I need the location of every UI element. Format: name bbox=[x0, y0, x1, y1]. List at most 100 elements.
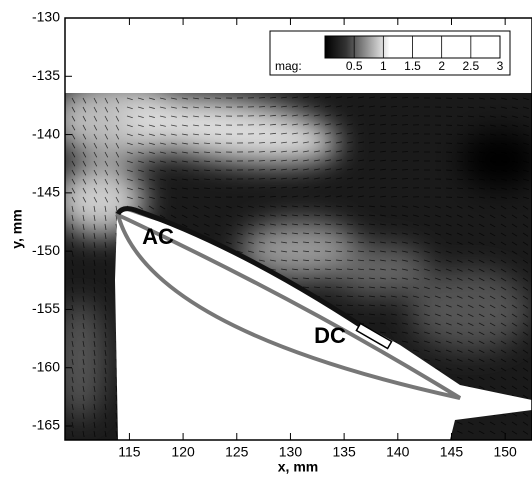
vector bbox=[467, 160, 474, 163]
vector bbox=[390, 132, 398, 135]
vector bbox=[390, 195, 398, 198]
vector bbox=[467, 331, 474, 335]
vector bbox=[445, 268, 452, 272]
vector bbox=[159, 214, 166, 219]
vector bbox=[511, 313, 518, 318]
vector bbox=[357, 159, 364, 162]
vector bbox=[390, 322, 397, 325]
vector bbox=[71, 358, 74, 365]
vector bbox=[93, 286, 96, 293]
vector bbox=[313, 205, 321, 208]
vector bbox=[71, 97, 76, 104]
vector bbox=[379, 177, 386, 180]
vector bbox=[423, 313, 430, 317]
vector bbox=[115, 124, 120, 131]
vector bbox=[280, 232, 287, 235]
vector bbox=[203, 223, 210, 227]
vector bbox=[93, 97, 98, 104]
vector bbox=[390, 331, 397, 334]
vector bbox=[346, 150, 353, 153]
vector bbox=[192, 169, 199, 172]
vector bbox=[291, 277, 298, 280]
vector bbox=[170, 142, 177, 145]
vector bbox=[357, 259, 365, 262]
vector bbox=[467, 277, 474, 281]
vector bbox=[522, 376, 529, 381]
vector bbox=[478, 196, 485, 199]
vector bbox=[181, 205, 188, 210]
y-tick-label: -140 bbox=[32, 125, 60, 141]
colorbar-tick-label: 1.5 bbox=[404, 59, 421, 73]
colorbar-tick-label: 0.5 bbox=[346, 59, 363, 73]
vector bbox=[126, 106, 133, 110]
vector bbox=[82, 412, 85, 419]
vector bbox=[82, 421, 85, 428]
vector bbox=[214, 205, 221, 209]
vector bbox=[148, 124, 155, 127]
vector bbox=[511, 178, 518, 181]
vector bbox=[93, 250, 96, 257]
vector bbox=[335, 123, 342, 126]
vector bbox=[324, 123, 331, 126]
vector bbox=[478, 340, 485, 345]
vector bbox=[412, 313, 419, 316]
vector bbox=[368, 277, 375, 280]
vector bbox=[346, 132, 353, 135]
vector bbox=[93, 106, 98, 113]
vector bbox=[456, 115, 464, 118]
vector bbox=[500, 106, 507, 109]
vector bbox=[170, 169, 177, 172]
vector bbox=[82, 403, 85, 410]
vector bbox=[489, 241, 496, 246]
vector bbox=[170, 187, 177, 190]
vector bbox=[401, 250, 408, 253]
vector bbox=[82, 232, 85, 239]
vector bbox=[379, 331, 386, 334]
vector bbox=[236, 250, 243, 254]
vector bbox=[489, 304, 496, 309]
vector bbox=[225, 205, 232, 209]
vector bbox=[93, 412, 96, 419]
vector bbox=[82, 358, 85, 365]
vector bbox=[148, 142, 155, 145]
vector bbox=[522, 223, 529, 228]
vector bbox=[137, 169, 144, 173]
vector bbox=[104, 331, 107, 338]
vector bbox=[159, 178, 166, 181]
vector bbox=[93, 169, 98, 176]
vector bbox=[368, 304, 375, 307]
vector bbox=[82, 340, 85, 347]
vector bbox=[126, 160, 133, 164]
vector bbox=[71, 304, 74, 311]
vector bbox=[368, 195, 375, 198]
vector bbox=[357, 141, 364, 144]
vector bbox=[82, 322, 85, 329]
vector bbox=[390, 186, 398, 189]
vector bbox=[511, 367, 518, 372]
vector bbox=[445, 205, 452, 209]
vector bbox=[500, 340, 507, 345]
vector bbox=[82, 295, 85, 302]
vector bbox=[511, 142, 518, 145]
vector bbox=[148, 205, 155, 210]
vector bbox=[115, 394, 118, 401]
vector bbox=[379, 123, 386, 126]
vector bbox=[511, 322, 518, 327]
vector bbox=[379, 232, 386, 235]
vector bbox=[104, 304, 107, 311]
vector bbox=[269, 259, 276, 262]
vector bbox=[258, 259, 265, 262]
vector bbox=[82, 268, 85, 275]
vector bbox=[478, 115, 485, 118]
vector bbox=[324, 195, 331, 198]
vector bbox=[500, 178, 507, 181]
vector bbox=[500, 259, 507, 264]
vector bbox=[148, 160, 155, 163]
vector bbox=[302, 286, 310, 289]
vector bbox=[192, 151, 199, 154]
vector bbox=[346, 205, 354, 208]
vector bbox=[181, 151, 188, 154]
vector bbox=[93, 259, 96, 266]
vector bbox=[82, 277, 85, 284]
vector bbox=[390, 205, 397, 208]
